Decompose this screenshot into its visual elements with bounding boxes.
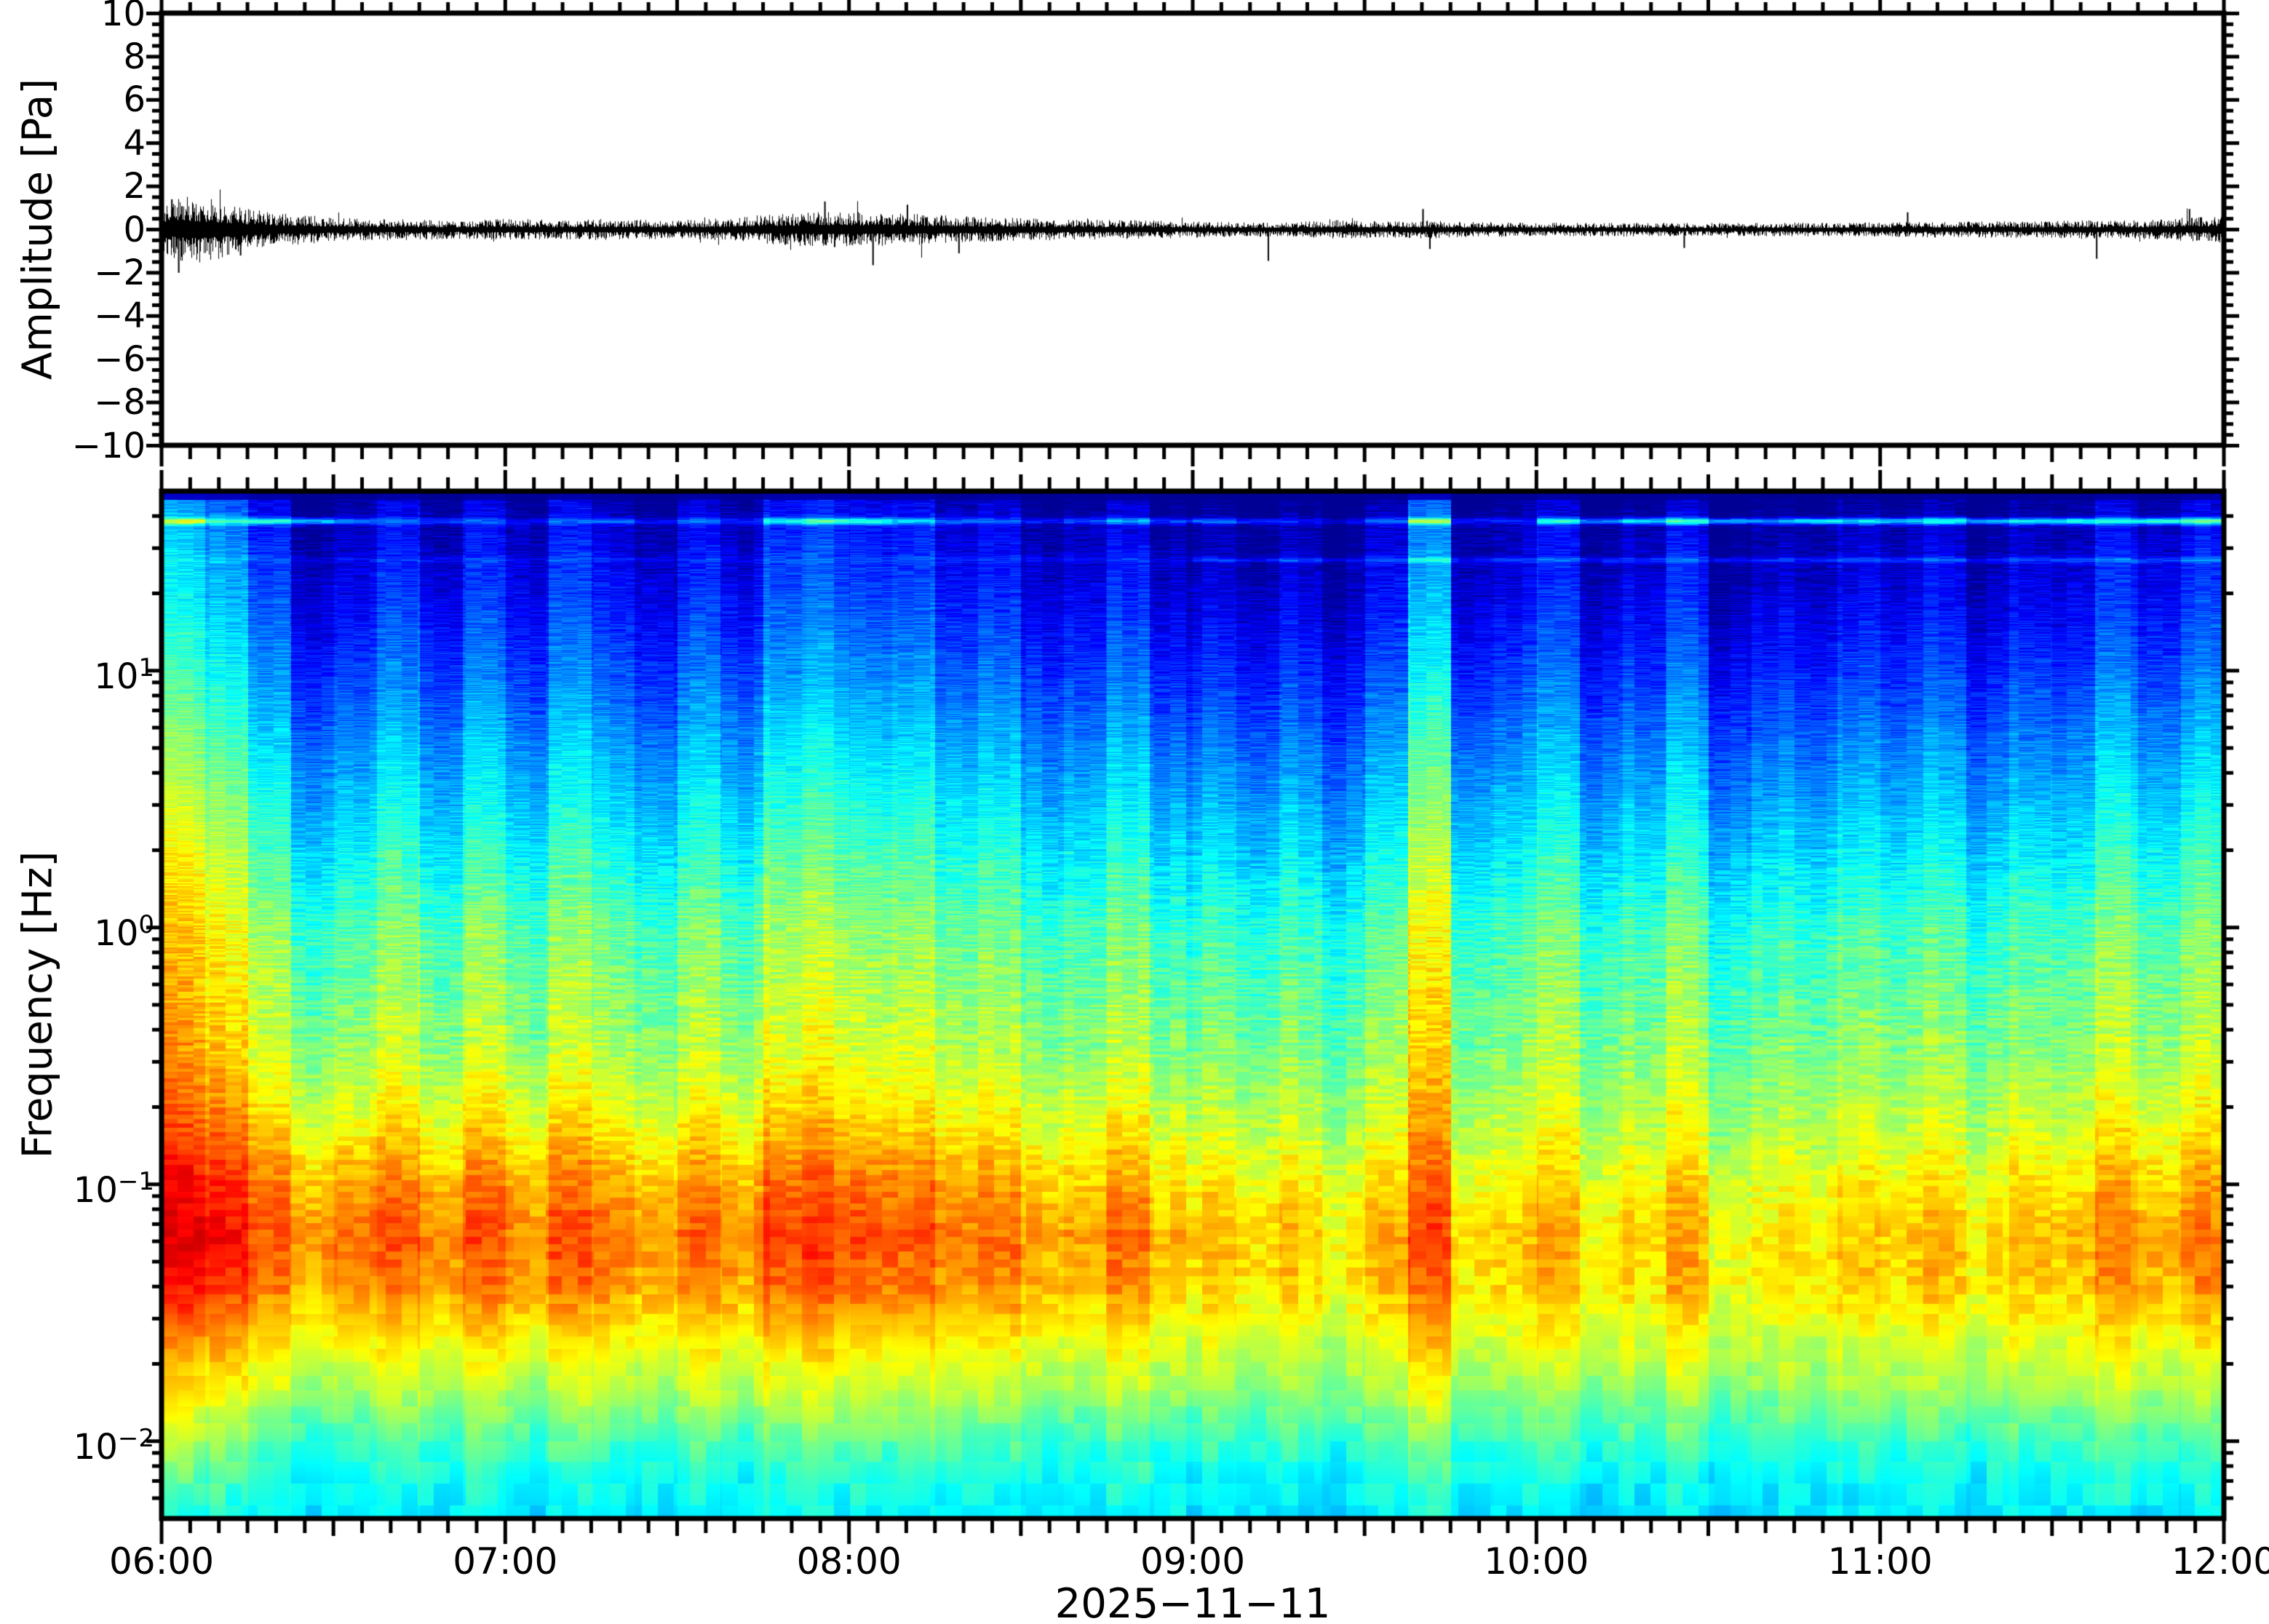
date-label: 2025−11−11 bbox=[1054, 1580, 1331, 1624]
amplitude-tick-label: 8 bbox=[123, 36, 146, 77]
amplitude-tick-label: 4 bbox=[123, 122, 146, 164]
frequency-tick-label: 10−2 bbox=[73, 1423, 154, 1468]
amplitude-tick-label: 0 bbox=[123, 209, 146, 250]
time-tick-label: 06:00 bbox=[108, 1540, 215, 1583]
amplitude-tick-label: −2 bbox=[94, 252, 146, 293]
frequency-tick-label: 100 bbox=[94, 909, 154, 954]
amplitude-tick-label: −4 bbox=[94, 295, 146, 337]
time-tick-label: 08:00 bbox=[796, 1540, 902, 1583]
amplitude-tick-label: −8 bbox=[94, 382, 146, 423]
time-tick-label: 10:00 bbox=[1484, 1540, 1589, 1583]
time-tick-label: 07:00 bbox=[453, 1540, 558, 1583]
frequency-tick-label: 10−1 bbox=[73, 1166, 154, 1211]
amplitude-tick-label: 2 bbox=[123, 166, 146, 207]
amplitude-tick-label: 6 bbox=[123, 79, 146, 121]
frequency-tick-label: 101 bbox=[94, 653, 154, 697]
amplitude-tick-label: −6 bbox=[94, 338, 146, 380]
time-tick-label: 12:00 bbox=[2171, 1540, 2269, 1583]
amplitude-tick-label: −10 bbox=[71, 425, 146, 466]
time-tick-label: 11:00 bbox=[1827, 1540, 1933, 1583]
time-tick-label: 09:00 bbox=[1140, 1540, 1246, 1583]
amplitude-tick-label: 10 bbox=[100, 0, 146, 34]
frequency-axis-title: Frequency [Hz] bbox=[14, 851, 62, 1159]
